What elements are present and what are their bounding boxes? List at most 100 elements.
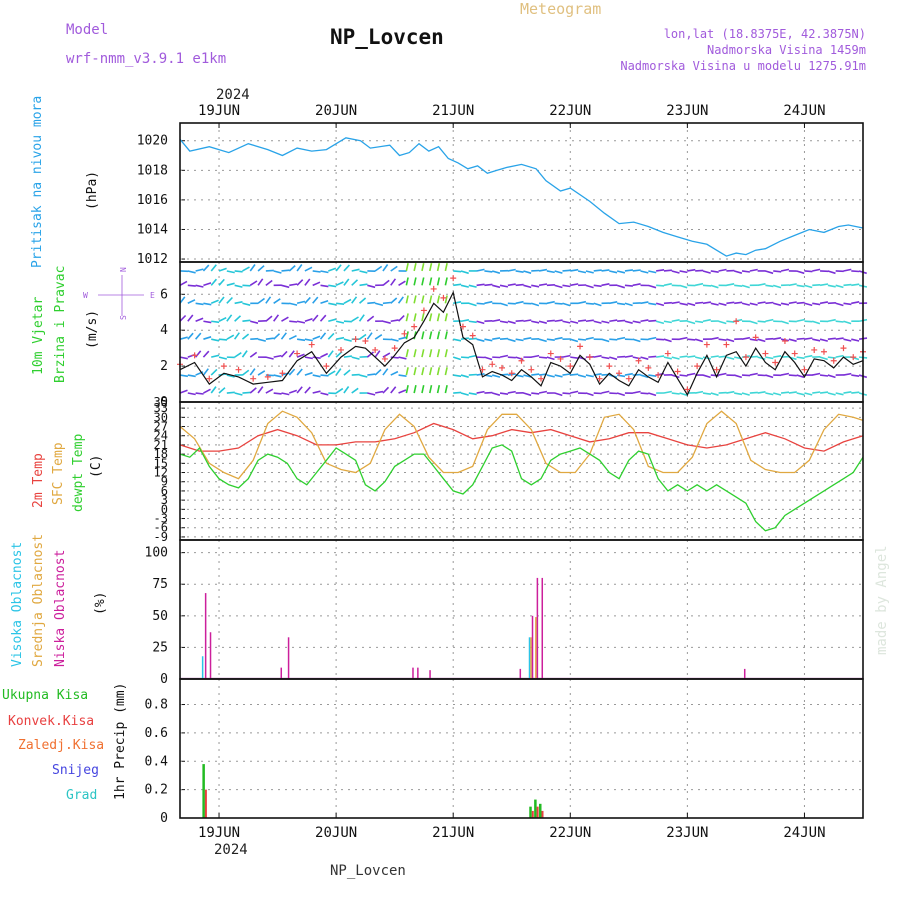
- wind-vector: [335, 368, 342, 376]
- wind-vector: [577, 270, 587, 274]
- wind-vector: [453, 374, 462, 378]
- wind-vector: [585, 392, 594, 397]
- wind-vector: [749, 338, 758, 342]
- wind-vector: [741, 284, 750, 289]
- precip-conv-bar: [531, 810, 534, 818]
- wind-vector: [585, 336, 594, 340]
- wind-vector: [336, 302, 345, 305]
- wind-vector: [218, 387, 226, 394]
- x-tick-label-top: 24JUN: [783, 103, 825, 119]
- wind-vector: [484, 270, 493, 273]
- wind-vector: [273, 333, 281, 340]
- wind-vector: [234, 392, 243, 396]
- wind-vector: [663, 390, 672, 394]
- panel-frame-4: [179, 678, 864, 819]
- cloud-low-bar: [204, 593, 207, 679]
- wind-vector: [468, 392, 477, 396]
- wind-gust-marker: [616, 370, 623, 377]
- wind-vector: [702, 374, 711, 379]
- model-elevation-text: Nadmorska Visina u modelu 1275.91m: [620, 59, 866, 73]
- wind-vector: [288, 265, 296, 272]
- wind-vector: [819, 374, 829, 377]
- wind-vector: [234, 301, 243, 305]
- wind-vector: [398, 280, 406, 287]
- wind-gust-marker: [547, 350, 554, 357]
- wind-vector: [710, 355, 719, 358]
- wind-vector: [827, 356, 836, 359]
- wind-vector: [507, 320, 516, 325]
- wind-vector: [210, 299, 219, 305]
- wind-label-2: Brzina i Pravac: [53, 266, 68, 383]
- wind-vector: [531, 320, 540, 324]
- year-bottom: 2024: [214, 842, 248, 858]
- wind-vector: [523, 270, 532, 274]
- wind-vector: [702, 392, 712, 395]
- precip-conv-bar: [536, 806, 539, 818]
- wind-vector: [234, 352, 242, 358]
- wind-vector: [796, 270, 805, 275]
- wind-vector: [405, 263, 409, 272]
- wind-gust-marker: [469, 332, 476, 339]
- wind-vector: [429, 385, 433, 394]
- wind-vector: [187, 314, 194, 322]
- wind-vector: [718, 338, 727, 341]
- wind-gust-marker: [664, 350, 671, 357]
- wind-vector: [382, 279, 390, 286]
- wind-vector: [429, 367, 433, 376]
- wind-vector: [335, 264, 342, 272]
- wind-vector: [523, 374, 532, 378]
- wind-vector: [484, 338, 493, 342]
- precip-ytick-label: 0.8: [145, 698, 168, 713]
- wind-vector: [179, 374, 189, 378]
- wind-gust-marker: [381, 355, 388, 362]
- wind-vector: [421, 331, 425, 340]
- wind-vector: [328, 318, 337, 323]
- wind-gust-marker: [606, 363, 613, 370]
- precip-ytick-label: 0.2: [145, 783, 168, 798]
- wind-vector: [788, 374, 797, 377]
- wind-vector: [687, 268, 696, 272]
- wind-vector: [343, 278, 350, 286]
- wind-vector: [671, 392, 680, 395]
- wind-gust-marker: [733, 318, 740, 325]
- x-tick-label-bottom: 24JUN: [783, 825, 825, 841]
- wind-vector: [765, 270, 774, 275]
- wind-gust-marker: [538, 375, 545, 382]
- wind-gust-marker: [191, 352, 198, 359]
- legend-frz-precip: Zaledj.Kisa: [18, 738, 104, 753]
- wind-vector: [374, 334, 383, 340]
- wind-vector: [765, 356, 774, 360]
- cloud-low-bar: [280, 667, 283, 679]
- wind-vector: [195, 392, 204, 395]
- wind-vector: [304, 266, 313, 272]
- wind-vector: [538, 356, 548, 359]
- wind-vector: [819, 391, 829, 394]
- wind-vector: [436, 349, 441, 358]
- wind-vector: [320, 374, 329, 377]
- wind-vector: [242, 391, 251, 394]
- wind-gust-marker: [830, 357, 837, 364]
- wind-vector: [398, 356, 407, 360]
- wind-vector: [819, 283, 829, 287]
- wind-gust-marker: [528, 366, 535, 373]
- wind-vector: [429, 331, 433, 340]
- wind-vector: [328, 284, 337, 288]
- wind-vector: [374, 369, 382, 376]
- wind-vector: [616, 392, 626, 397]
- wind-vector: [187, 374, 196, 378]
- model-label: Model: [66, 22, 108, 38]
- wind-vector: [382, 320, 391, 324]
- x-tick-label-bottom: 20JUN: [315, 825, 357, 841]
- wind-vector: [835, 302, 844, 307]
- wind-vector: [390, 370, 399, 376]
- wind-vector: [476, 373, 485, 376]
- wind-vector: [289, 389, 298, 394]
- wind-vector: [288, 368, 296, 376]
- wind-vector: [812, 372, 821, 376]
- wind-vector: [241, 369, 250, 376]
- wind-gust-marker: [586, 354, 593, 361]
- wind-vector: [304, 278, 311, 286]
- compass-north: N: [119, 267, 128, 272]
- wind-vector: [632, 390, 641, 394]
- wind-vector: [796, 356, 805, 360]
